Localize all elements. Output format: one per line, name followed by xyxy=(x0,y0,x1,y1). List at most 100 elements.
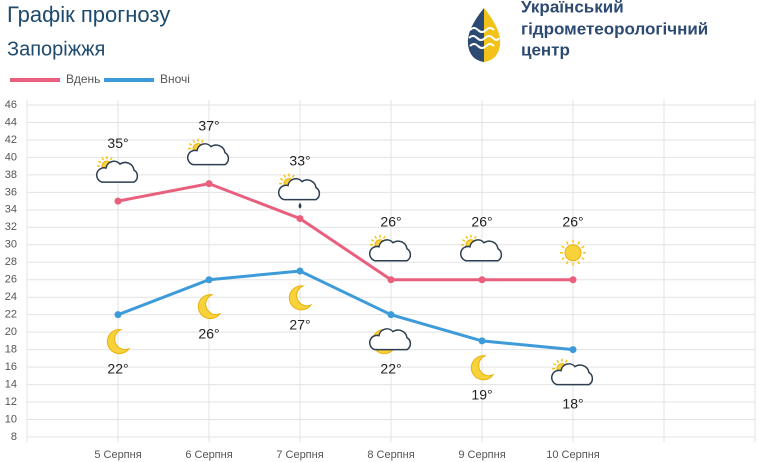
x-tick-label: 7 Серпня xyxy=(276,449,323,461)
moon xyxy=(197,294,222,320)
legend-label: Вдень xyxy=(66,72,100,86)
value-label: 26° xyxy=(562,213,583,229)
weather-icon xyxy=(278,173,321,209)
sun-ray xyxy=(561,245,565,249)
value-label: 27° xyxy=(289,317,310,333)
data-point xyxy=(569,346,577,354)
y-tick-label: 22 xyxy=(5,309,17,321)
weather-icon xyxy=(197,294,222,320)
y-tick-label: 46 xyxy=(5,99,17,111)
value-label: 19° xyxy=(471,387,492,403)
y-tick-label: 12 xyxy=(5,396,17,408)
sun-ray xyxy=(564,359,568,363)
y-tick-label: 42 xyxy=(5,134,17,146)
weather-icon xyxy=(96,156,139,183)
y-tick-label: 8 xyxy=(11,431,17,443)
sun xyxy=(564,244,582,262)
sun-ray xyxy=(283,174,287,178)
sun-ray xyxy=(188,142,193,146)
sun-ray xyxy=(200,139,204,143)
x-tick-label: 6 Серпня xyxy=(185,449,232,461)
sun-ray xyxy=(192,139,196,143)
page-title: Графік прогнозу xyxy=(7,2,170,27)
weather-icon xyxy=(187,138,230,166)
sun-ray xyxy=(556,359,560,363)
y-tick-label: 16 xyxy=(5,361,17,373)
value-label: 33° xyxy=(289,152,310,168)
cloud xyxy=(369,328,412,351)
weather-icon xyxy=(288,285,313,311)
value-label: 35° xyxy=(107,135,128,151)
moon xyxy=(288,285,313,311)
logo-icon xyxy=(467,8,501,62)
sun-ray xyxy=(101,157,105,161)
value-label: 22° xyxy=(380,360,401,376)
data-point xyxy=(387,276,395,284)
value-label: 37° xyxy=(198,117,219,133)
y-tick-label: 10 xyxy=(5,413,17,425)
y-tick-label: 20 xyxy=(5,326,17,338)
data-point xyxy=(114,197,122,205)
sun-ray xyxy=(370,239,375,242)
x-tick-label: 5 Серпня xyxy=(94,449,141,461)
x-tick-label: 8 Серпня xyxy=(367,449,414,461)
x-tick-label: 9 Серпня xyxy=(458,449,505,461)
y-tick-label: 34 xyxy=(5,204,17,216)
data-point xyxy=(296,215,304,223)
sun-ray xyxy=(461,239,466,242)
sun-ray xyxy=(565,241,569,245)
y-tick-label: 38 xyxy=(5,169,17,181)
y-tick-label: 28 xyxy=(5,256,17,268)
moon xyxy=(106,329,131,355)
weather-icon xyxy=(369,328,412,355)
sun-ray xyxy=(109,157,113,161)
value-label: 22° xyxy=(107,360,128,376)
cloud xyxy=(551,363,594,386)
sun-ray xyxy=(577,261,581,265)
sun-ray xyxy=(465,235,469,240)
weather-icon xyxy=(551,358,594,386)
weather-icon xyxy=(369,234,412,262)
series-line xyxy=(117,269,574,352)
logo-text: Український xyxy=(521,0,624,16)
sun-ray xyxy=(291,174,295,178)
sun-ray xyxy=(565,261,569,265)
legend-label: Вночі xyxy=(160,72,190,86)
weather-icon xyxy=(560,239,586,266)
sun-ray xyxy=(561,257,565,260)
cloud xyxy=(369,239,412,262)
sun-ray xyxy=(577,241,581,245)
weather-icon xyxy=(470,355,495,381)
weather-icon xyxy=(106,329,131,355)
data-point xyxy=(205,180,213,188)
y-tick-label: 36 xyxy=(5,186,17,198)
y-tick-label: 32 xyxy=(5,221,17,233)
y-tick-label: 40 xyxy=(5,151,17,163)
sun-ray xyxy=(374,235,378,240)
x-tick-label: 10 Серпня xyxy=(546,449,600,461)
data-point xyxy=(296,267,304,275)
y-tick-label: 44 xyxy=(5,116,17,128)
sun-ray xyxy=(473,235,477,240)
rain xyxy=(298,202,302,209)
sun-ray xyxy=(581,257,585,260)
city: Запоріжжя xyxy=(7,38,105,60)
data-point xyxy=(205,276,213,284)
sun-ray xyxy=(581,245,585,249)
sun-ray xyxy=(97,160,102,164)
moon xyxy=(470,355,495,381)
y-tick-label: 30 xyxy=(5,239,17,251)
y-tick-label: 18 xyxy=(5,344,17,356)
y-tick-label: 14 xyxy=(5,378,17,390)
value-label: 26° xyxy=(380,213,401,229)
data-point xyxy=(478,276,486,284)
value-label: 18° xyxy=(562,395,583,411)
y-tick-label: 24 xyxy=(5,291,17,303)
y-tick-label: 26 xyxy=(5,274,17,286)
data-point xyxy=(478,337,486,345)
cloud xyxy=(187,143,230,166)
data-point xyxy=(114,311,122,319)
weather-icon xyxy=(460,234,503,262)
cloud xyxy=(96,160,139,183)
cloud xyxy=(460,239,503,262)
